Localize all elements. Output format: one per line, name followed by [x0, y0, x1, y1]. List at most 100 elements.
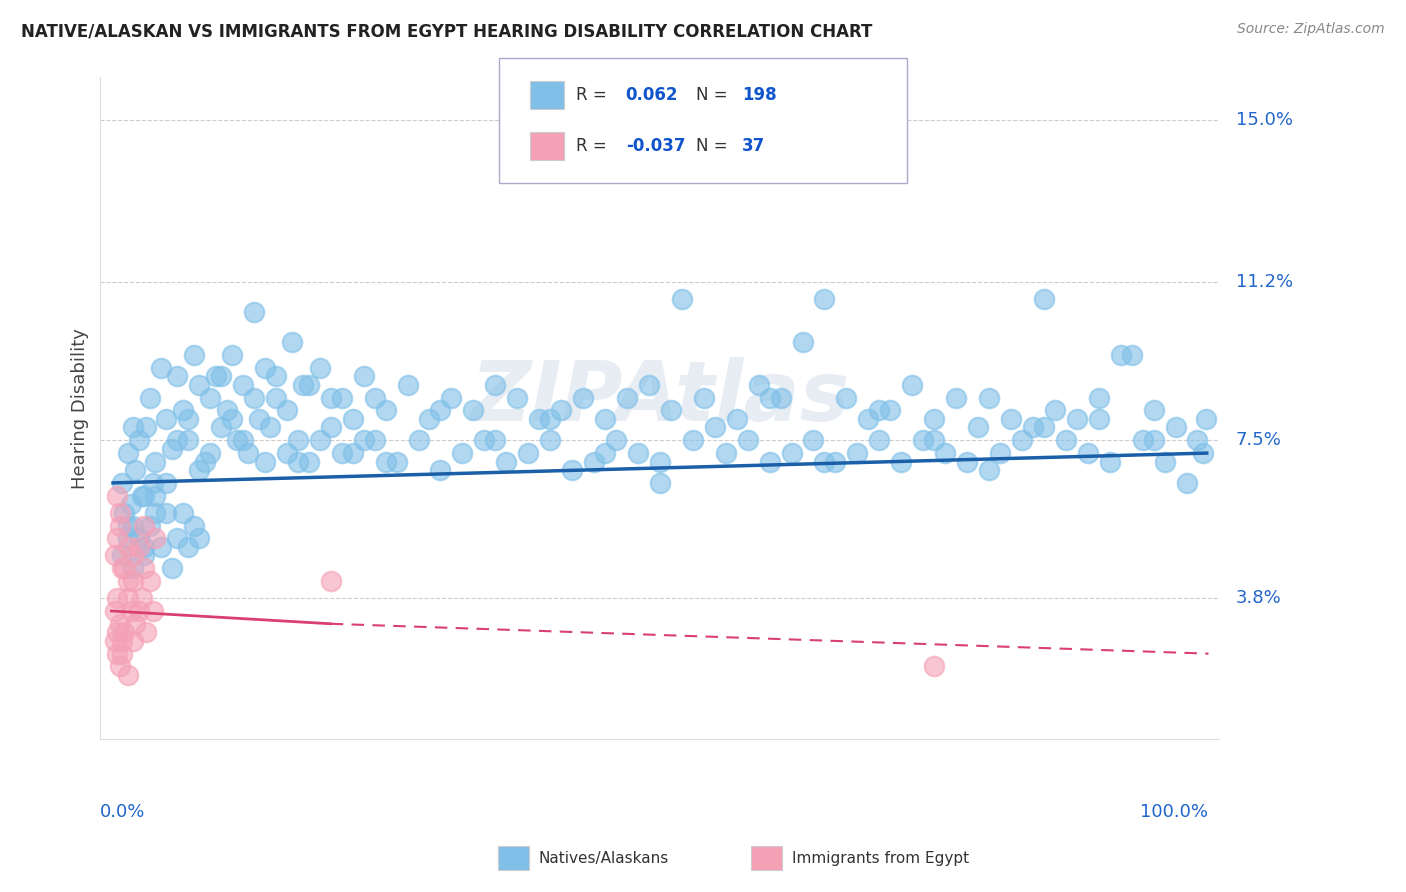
Point [131, 489, 153, 503]
Point [1032, 293, 1054, 307]
Point [128, 532, 150, 546]
Point [117, 518, 139, 533]
Point [648, 454, 671, 468]
Text: ZIPAtlas: ZIPAtlas [470, 357, 849, 438]
Point [104, 549, 127, 563]
Point [143, 489, 166, 503]
Point [484, 434, 506, 448]
Point [292, 377, 315, 392]
Point [138, 518, 160, 533]
Point [1109, 348, 1132, 362]
Point [605, 434, 627, 448]
Point [226, 434, 249, 448]
Point [396, 377, 419, 392]
Point [177, 434, 200, 448]
Point [308, 434, 330, 448]
Point [550, 403, 572, 417]
Point [538, 412, 561, 426]
Text: 37: 37 [742, 137, 766, 155]
Point [111, 561, 134, 575]
Point [128, 434, 150, 448]
Point [122, 561, 145, 575]
Point [846, 446, 869, 460]
Point [276, 403, 298, 417]
Point [155, 506, 177, 520]
Point [538, 434, 561, 448]
Text: Source: ZipAtlas.com: Source: ZipAtlas.com [1237, 22, 1385, 37]
Text: 3.8%: 3.8% [1236, 589, 1282, 607]
Point [858, 412, 880, 426]
Point [143, 506, 166, 520]
Point [429, 463, 451, 477]
Point [149, 360, 172, 375]
Point [188, 532, 211, 546]
Point [114, 561, 136, 575]
Point [1142, 434, 1164, 448]
Point [572, 391, 595, 405]
Point [682, 434, 704, 448]
Point [967, 420, 990, 434]
Point [134, 518, 156, 533]
Point [194, 454, 217, 468]
Text: 15.0%: 15.0% [1236, 112, 1294, 129]
Point [135, 625, 157, 640]
Point [238, 446, 260, 460]
Point [671, 293, 693, 307]
Point [105, 647, 128, 661]
Point [111, 633, 134, 648]
Point [988, 446, 1011, 460]
Point [901, 377, 924, 392]
Point [342, 446, 364, 460]
Point [561, 463, 583, 477]
Point [1098, 454, 1121, 468]
Point [253, 454, 276, 468]
Text: 198: 198 [742, 86, 778, 103]
Point [1087, 412, 1109, 426]
Point [128, 540, 150, 554]
Point [131, 591, 153, 606]
Point [138, 391, 160, 405]
Point [155, 475, 177, 490]
Point [183, 348, 205, 362]
Text: 7.5%: 7.5% [1236, 431, 1282, 450]
Point [1000, 412, 1022, 426]
Point [160, 442, 183, 456]
Point [138, 574, 160, 588]
Point [330, 446, 353, 460]
Text: 100.0%: 100.0% [1140, 803, 1209, 821]
Point [374, 403, 396, 417]
Point [160, 561, 183, 575]
Text: -0.037: -0.037 [626, 137, 685, 155]
Point [134, 489, 156, 503]
Point [114, 625, 136, 640]
Point [188, 463, 211, 477]
Point [249, 412, 271, 426]
Text: R =: R = [576, 86, 613, 103]
Point [748, 377, 770, 392]
Point [890, 454, 912, 468]
Text: 11.2%: 11.2% [1236, 273, 1294, 292]
Point [517, 446, 540, 460]
Point [215, 403, 238, 417]
Point [232, 434, 254, 448]
Point [172, 506, 194, 520]
Text: Immigrants from Egypt: Immigrants from Egypt [792, 851, 969, 865]
Point [648, 475, 671, 490]
Point [1121, 348, 1143, 362]
Point [472, 434, 495, 448]
Point [1153, 454, 1175, 468]
Point [298, 377, 321, 392]
Point [725, 412, 748, 426]
Point [342, 412, 364, 426]
Point [780, 446, 803, 460]
Point [188, 377, 211, 392]
Point [117, 668, 139, 682]
Point [813, 293, 835, 307]
Point [117, 574, 139, 588]
Point [792, 334, 814, 349]
Point [134, 561, 156, 575]
Point [111, 647, 134, 661]
Point [166, 532, 188, 546]
Point [124, 616, 146, 631]
Point [945, 391, 967, 405]
